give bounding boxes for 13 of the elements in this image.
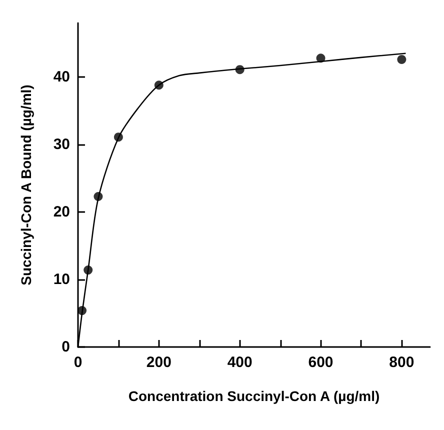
y-tick-label: 20 <box>53 204 70 220</box>
y-tick-label: 10 <box>53 271 70 288</box>
y-tick-label: 30 <box>53 136 70 153</box>
x-tick-label: 400 <box>227 354 252 371</box>
x-tick-label: 800 <box>389 354 414 371</box>
x-tick-label: 0 <box>74 354 82 371</box>
x-axis-title: Concentration Succinyl-Con A (µg/ml) <box>128 388 380 404</box>
y-tick-label: 0 <box>62 338 70 356</box>
y-tick-label: 40 <box>53 68 70 86</box>
y-axis-title: Succinyl-Con A Bound (µg/ml) <box>18 84 34 286</box>
x-tick-label: 200 <box>146 354 172 371</box>
x-tick-label: 600 <box>308 354 334 371</box>
point <box>397 54 406 64</box>
